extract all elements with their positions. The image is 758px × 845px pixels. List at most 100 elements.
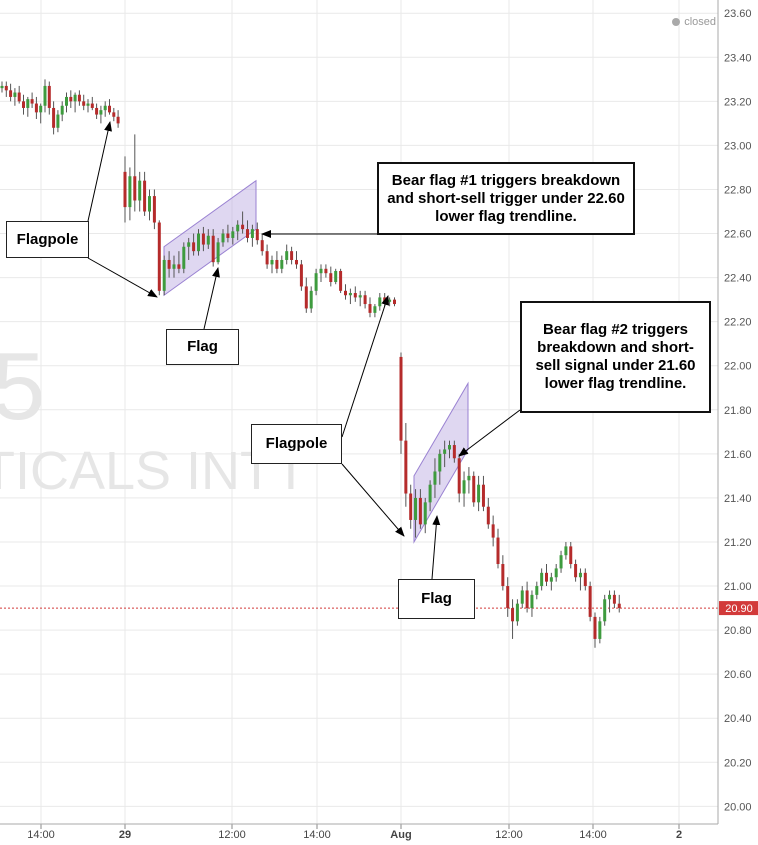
candle-body bbox=[95, 107, 99, 115]
candle-body bbox=[339, 270, 343, 291]
candle-body bbox=[515, 603, 519, 622]
candle-body bbox=[143, 180, 147, 212]
flagpole-2-arrow-down bbox=[341, 463, 405, 537]
status-dot-icon bbox=[672, 18, 681, 26]
y-tick-label: 23.00 bbox=[724, 140, 752, 152]
y-tick-label: 21.00 bbox=[724, 581, 752, 593]
y-tick-label: 20.80 bbox=[724, 625, 752, 637]
candle-body bbox=[501, 564, 505, 587]
bear-flag-1-note: Bear flag #1 triggers breakdown and shor… bbox=[377, 162, 635, 235]
status-label: closed bbox=[684, 16, 716, 28]
candle-body bbox=[103, 105, 107, 111]
candle-body bbox=[481, 484, 485, 507]
y-tick-label: 21.40 bbox=[724, 493, 752, 505]
y-tick-label: 20.40 bbox=[724, 713, 752, 725]
candle-body bbox=[260, 240, 264, 252]
candle-body bbox=[574, 564, 578, 578]
flagpole-1-arrow-up bbox=[87, 121, 112, 222]
candle-body bbox=[520, 590, 524, 604]
candle-body bbox=[69, 96, 73, 102]
y-tick-label: 21.60 bbox=[724, 449, 752, 461]
candle-body bbox=[211, 235, 215, 263]
flag-2-label: Flag bbox=[398, 579, 475, 619]
candles bbox=[0, 79, 621, 648]
candle-body bbox=[511, 608, 515, 622]
candle-body bbox=[344, 290, 347, 296]
candle-body bbox=[270, 259, 274, 265]
candle-body bbox=[334, 270, 338, 283]
flag-1-arrow bbox=[203, 267, 220, 330]
candle-body bbox=[236, 224, 240, 232]
candle-body bbox=[241, 224, 245, 230]
candle-body bbox=[559, 555, 563, 569]
y-tick-label: 20.20 bbox=[724, 757, 752, 769]
candle-body bbox=[116, 116, 120, 124]
candle-body bbox=[60, 105, 64, 115]
candle-body bbox=[414, 497, 418, 520]
y-tick-label: 23.40 bbox=[724, 52, 752, 64]
candle-body bbox=[329, 273, 333, 283]
y-tick-label: 23.20 bbox=[724, 96, 752, 108]
last-price-tag bbox=[719, 601, 758, 616]
candle-body bbox=[255, 229, 259, 241]
candle-body bbox=[65, 96, 68, 106]
candle-body bbox=[472, 475, 476, 503]
candle-body bbox=[433, 471, 437, 485]
candle-body bbox=[383, 297, 387, 302]
candle-body bbox=[486, 506, 490, 525]
candle-body bbox=[177, 264, 181, 269]
y-tick-label: 22.60 bbox=[724, 229, 752, 241]
candle-body bbox=[549, 577, 553, 582]
candle-body bbox=[612, 594, 616, 604]
candle-body bbox=[457, 458, 461, 494]
candle-body bbox=[172, 264, 176, 269]
candle-body bbox=[201, 233, 205, 245]
candle-body bbox=[73, 94, 77, 102]
candle-body bbox=[148, 196, 151, 212]
bear-flag-2-arrow bbox=[458, 409, 521, 457]
candle-body bbox=[52, 107, 56, 128]
candle-body bbox=[593, 616, 597, 639]
candle-body bbox=[226, 233, 230, 238]
candle-body bbox=[525, 590, 529, 609]
y-tick-label: 22.00 bbox=[724, 361, 752, 373]
x-tick-label: Aug bbox=[390, 829, 411, 841]
candle-body bbox=[128, 176, 132, 208]
candle-body bbox=[138, 180, 142, 201]
x-tick-label: 2 bbox=[676, 829, 682, 841]
market-status: closed bbox=[672, 16, 716, 28]
candle-body bbox=[299, 264, 303, 287]
candle-body bbox=[43, 85, 47, 106]
candle-body bbox=[368, 304, 372, 313]
candle-body bbox=[152, 196, 156, 223]
candle-body bbox=[423, 502, 427, 525]
flag-1-label: Flag bbox=[166, 329, 239, 365]
candle-body bbox=[443, 449, 447, 454]
candle-body bbox=[112, 112, 116, 117]
candle-body bbox=[9, 90, 13, 97]
candle-body bbox=[221, 233, 225, 243]
y-tick-label: 22.20 bbox=[724, 317, 752, 329]
x-tick-label: 14:00 bbox=[27, 829, 55, 841]
x-tick-label: 29 bbox=[119, 829, 131, 841]
candle-body bbox=[290, 251, 294, 260]
candle-body bbox=[477, 484, 481, 503]
y-tick-label: 22.80 bbox=[724, 184, 752, 196]
candle-body bbox=[448, 445, 451, 450]
candle-body bbox=[13, 92, 17, 97]
candle-body bbox=[358, 295, 362, 298]
candle-body bbox=[192, 242, 196, 252]
candle-body bbox=[47, 85, 51, 108]
candle-body bbox=[99, 110, 103, 115]
x-tick-label: 12:00 bbox=[495, 829, 523, 841]
y-tick-label: 21.80 bbox=[724, 405, 752, 417]
candle-body bbox=[603, 599, 607, 622]
candle-body bbox=[569, 546, 573, 565]
candle-body bbox=[452, 445, 456, 459]
candle-body bbox=[491, 524, 495, 538]
candle-body bbox=[373, 306, 377, 313]
candle-body bbox=[348, 293, 352, 296]
candle-body bbox=[319, 268, 323, 274]
candle-body bbox=[409, 493, 413, 520]
candle-body bbox=[554, 568, 558, 578]
